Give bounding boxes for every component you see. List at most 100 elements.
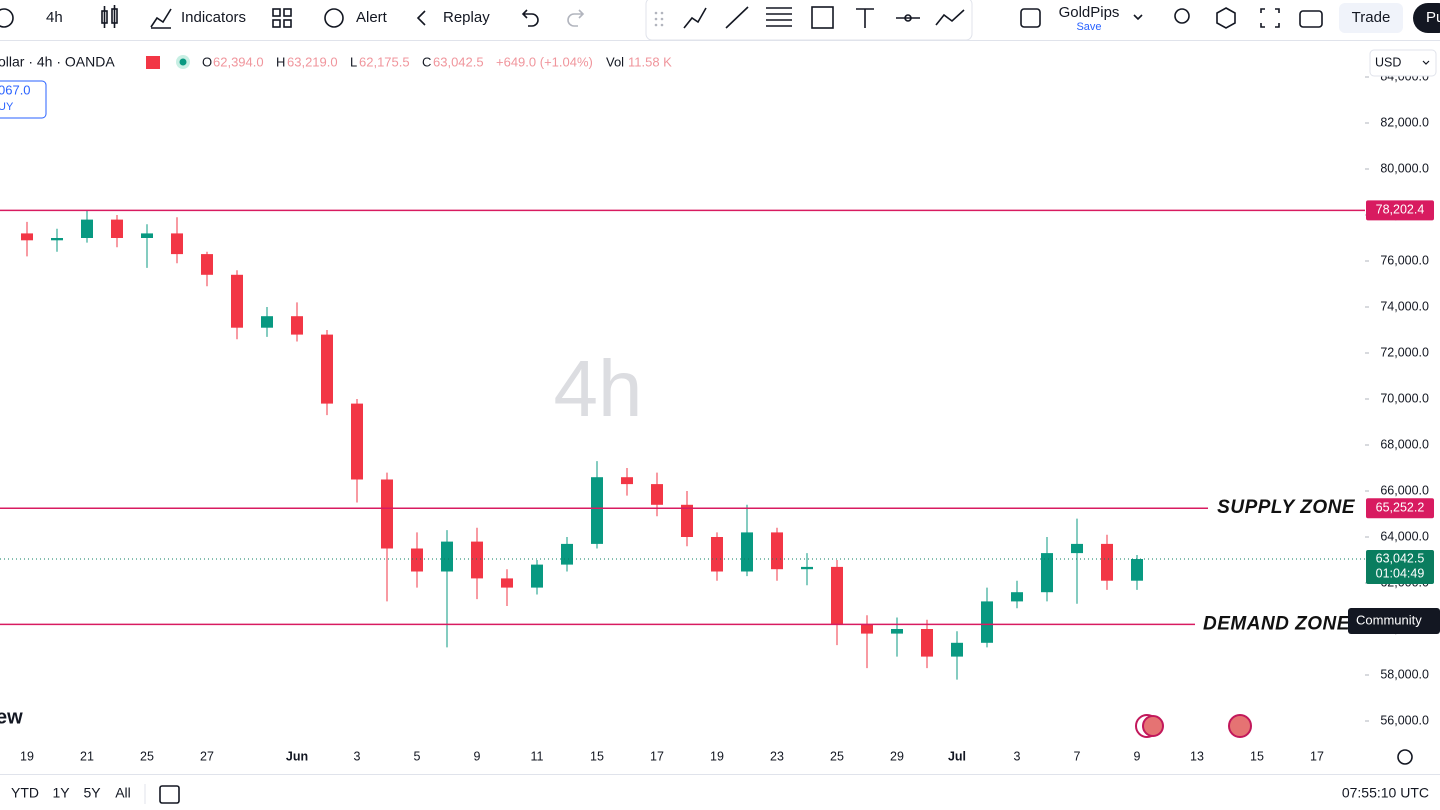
- date-range-icon[interactable]: [159, 785, 180, 804]
- symbol-title: ollar · 4h · OANDA: [0, 54, 115, 70]
- text-tool[interactable]: [856, 8, 874, 28]
- candle-body: [771, 532, 783, 570]
- layout-name[interactable]: GoldPips: [1059, 4, 1120, 21]
- y-tick-label: 66,000.0: [1380, 483, 1429, 497]
- candle-body: [51, 238, 63, 241]
- zone-annotation: DEMAND ZONE: [1203, 613, 1351, 634]
- x-tick-label: 19: [710, 749, 724, 763]
- indicators-button[interactable]: Indicators: [181, 9, 246, 26]
- x-tick-label: Jun: [286, 749, 308, 763]
- candle-body: [111, 219, 123, 238]
- vol-value: 11.58 K: [628, 54, 672, 69]
- level-price-box: [1366, 498, 1434, 519]
- publish-button[interactable]: Pu: [1426, 9, 1440, 26]
- search-icon[interactable]: [1174, 8, 1190, 24]
- drag-handle: [654, 11, 664, 27]
- candle-body: [141, 233, 153, 238]
- y-tick-label: 68,000.0: [1380, 437, 1429, 451]
- y-tick-label: 64,000.0: [1380, 529, 1429, 543]
- layout-dropdown[interactable]: [1133, 14, 1143, 21]
- y-tick-label: 80,000.0: [1380, 161, 1429, 175]
- pattern-tool[interactable]: [935, 9, 965, 26]
- x-tick-label: 25: [830, 749, 844, 763]
- publish-button-bg[interactable]: [1413, 3, 1440, 33]
- snapshot-icon[interactable]: [1299, 10, 1323, 28]
- candle-body: [471, 541, 483, 579]
- range-button[interactable]: 5Y: [83, 785, 101, 801]
- candle-body: [1101, 543, 1113, 581]
- plot-area: 56,000.058,000.060,000.062,000.064,000.0…: [0, 69, 1429, 763]
- replay-button[interactable]: Replay: [443, 9, 490, 26]
- trade-button-bg[interactable]: [1339, 3, 1403, 33]
- x-tick-label: 19: [20, 749, 34, 763]
- range-button[interactable]: 1Y: [52, 785, 70, 801]
- tooltip-box: [1348, 608, 1440, 634]
- x-tick-label: 3: [1014, 749, 1021, 763]
- y-tick-label: 82,000.0: [1380, 115, 1429, 129]
- x-tick-label: 15: [1250, 749, 1264, 763]
- alert-button[interactable]: Alert: [356, 9, 388, 26]
- candle-body: [861, 624, 873, 634]
- fullscreen-icon[interactable]: [1260, 8, 1280, 28]
- x-tick-label: 27: [200, 749, 214, 763]
- x-tick-label: 23: [770, 749, 784, 763]
- x-tick-label: 21: [80, 749, 94, 763]
- indicators-icon[interactable]: [150, 8, 172, 29]
- x-tick-label: 17: [650, 749, 664, 763]
- currency-select[interactable]: [1369, 49, 1437, 77]
- x-tick-label: 25: [140, 749, 154, 763]
- candle-body: [741, 532, 753, 572]
- chart-type-icon[interactable]: [101, 5, 118, 28]
- range-button[interactable]: YTD: [11, 785, 39, 801]
- candle-body: [591, 477, 603, 544]
- shape-tool[interactable]: [811, 6, 834, 29]
- alert-icon[interactable]: [324, 8, 344, 28]
- line-tool[interactable]: [725, 6, 749, 29]
- level-price-box: [1366, 200, 1434, 221]
- y-tick-label: 56,000.0: [1380, 713, 1429, 727]
- x-tick-label: 11: [531, 749, 544, 763]
- logo-text: ew: [0, 706, 23, 728]
- event-icons: [1135, 714, 1252, 738]
- candle-body: [291, 316, 303, 335]
- undo-icon[interactable]: [521, 9, 539, 27]
- candle-body: [21, 233, 33, 241]
- candle-body: [231, 274, 243, 328]
- buy-price[interactable]: 067.0: [0, 82, 31, 97]
- trade-button[interactable]: Trade: [1352, 9, 1391, 26]
- x-tick-label: Jul: [948, 749, 966, 763]
- currency-caret: [1422, 60, 1430, 65]
- c-key: C: [422, 54, 431, 69]
- buy-label[interactable]: UY: [0, 101, 14, 113]
- x-tick-label: 7: [1074, 749, 1081, 763]
- last-price-label: 63,042.5: [1376, 551, 1425, 565]
- candle-body: [201, 254, 213, 275]
- axis-settings[interactable]: [1397, 749, 1413, 765]
- vol-key: Vol: [606, 54, 624, 69]
- candle-body: [1011, 592, 1023, 602]
- save-label[interactable]: Save: [1076, 21, 1101, 33]
- currency-label[interactable]: USD: [1375, 55, 1401, 69]
- interval-button[interactable]: 4h: [46, 9, 63, 26]
- candle-body: [561, 543, 573, 565]
- redo-icon[interactable]: [567, 9, 585, 27]
- trend-tool[interactable]: [683, 7, 707, 29]
- flag-icon: [146, 56, 160, 69]
- candle-body: [81, 219, 93, 238]
- o-value: 62,394.0: [213, 54, 264, 69]
- candle-body: [531, 564, 543, 588]
- layout-checkbox[interactable]: [1020, 8, 1041, 28]
- replay-icon[interactable]: [416, 10, 426, 26]
- add-symbol-icon[interactable]: [0, 8, 14, 28]
- range-button[interactable]: All: [115, 785, 131, 801]
- candle-body: [891, 629, 903, 634]
- templates-icon[interactable]: [272, 8, 292, 28]
- candle-body: [981, 601, 993, 643]
- settings-icon[interactable]: [1216, 7, 1236, 29]
- x-tick-label: 29: [890, 749, 904, 763]
- fib-tool[interactable]: [766, 7, 792, 27]
- y-tick-label: 76,000.0: [1380, 253, 1429, 267]
- buy-button[interactable]: [0, 80, 47, 119]
- candle-body: [1071, 543, 1083, 554]
